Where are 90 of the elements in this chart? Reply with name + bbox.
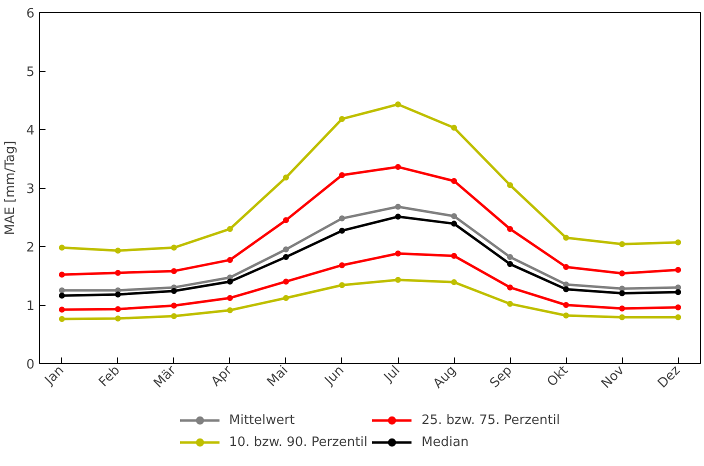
y-tick-label: 3 (26, 182, 35, 197)
x-tick-label: Dez (655, 363, 684, 392)
point (282, 294, 289, 301)
point (338, 228, 345, 234)
point (282, 254, 289, 260)
point (58, 244, 65, 251)
point (451, 213, 458, 220)
y-tick-label: 6 (26, 6, 35, 22)
point (170, 288, 177, 294)
point (58, 316, 65, 322)
point (282, 217, 289, 224)
point (395, 164, 402, 170)
point (619, 290, 626, 296)
point (114, 306, 121, 312)
x-tick-label: Sep (487, 363, 516, 392)
x-tick-label: Mai (264, 363, 292, 390)
point (282, 278, 289, 285)
point (507, 284, 514, 290)
point (395, 276, 402, 283)
legend-label: Mittelwert (229, 412, 295, 429)
point (226, 307, 233, 314)
point (170, 244, 177, 251)
point (675, 266, 682, 273)
point (282, 174, 289, 180)
point (563, 286, 570, 292)
point (451, 220, 458, 227)
point (170, 313, 177, 320)
point (507, 254, 514, 260)
point (226, 278, 233, 285)
point (451, 124, 458, 131)
x-tick-label: Feb (96, 363, 124, 390)
point (226, 256, 233, 263)
y-axis-title: MAE [mm/Tag] (3, 140, 18, 236)
point (395, 204, 402, 210)
point (507, 182, 514, 188)
point (675, 304, 682, 310)
point (114, 291, 121, 298)
x-tick-label: Apr (208, 362, 236, 390)
legend-label: 25. bzw. 75. Perzentil (422, 412, 560, 429)
point (338, 262, 345, 268)
point (338, 282, 345, 288)
x-tick-label: Jul (380, 363, 404, 386)
point (619, 241, 626, 248)
point (619, 270, 626, 276)
y-tick-label: 5 (26, 65, 35, 80)
point (58, 292, 65, 299)
point (675, 289, 682, 296)
point (114, 315, 121, 322)
point (226, 294, 233, 301)
point (114, 248, 121, 254)
point (170, 268, 177, 274)
point (619, 306, 626, 312)
point (226, 226, 233, 232)
point (58, 287, 65, 294)
point (395, 214, 402, 220)
point (675, 239, 682, 246)
point (619, 314, 626, 320)
point (563, 312, 570, 319)
point (395, 250, 402, 257)
point (395, 101, 402, 108)
point (507, 261, 514, 268)
point (675, 284, 682, 290)
point (170, 302, 177, 309)
point (282, 246, 289, 252)
point (675, 314, 682, 320)
point (563, 264, 570, 270)
y-tick-label: 0 (26, 358, 35, 372)
point (338, 215, 345, 222)
point (507, 226, 514, 232)
point (58, 306, 65, 313)
y-tick-label: 4 (26, 124, 35, 138)
point (507, 300, 514, 307)
x-tick-label: Jun (322, 363, 348, 389)
y-tick-label: 1 (26, 299, 35, 314)
point (451, 252, 458, 259)
y-tick-label: 2 (26, 240, 35, 256)
point (451, 178, 458, 184)
x-tick-label: Okt (544, 363, 572, 390)
point (58, 272, 65, 278)
x-tick-label: Mär (151, 362, 180, 392)
x-tick-label: Jan (42, 363, 68, 389)
point (563, 234, 570, 241)
legend-label: Median (422, 434, 469, 451)
point (338, 172, 345, 178)
legend-label: 10. bzw. 90. Perzentil (229, 434, 368, 451)
point (563, 302, 570, 308)
point (114, 270, 121, 276)
x-tick-label: Nov (598, 362, 628, 392)
point (338, 116, 345, 122)
point (451, 279, 458, 286)
